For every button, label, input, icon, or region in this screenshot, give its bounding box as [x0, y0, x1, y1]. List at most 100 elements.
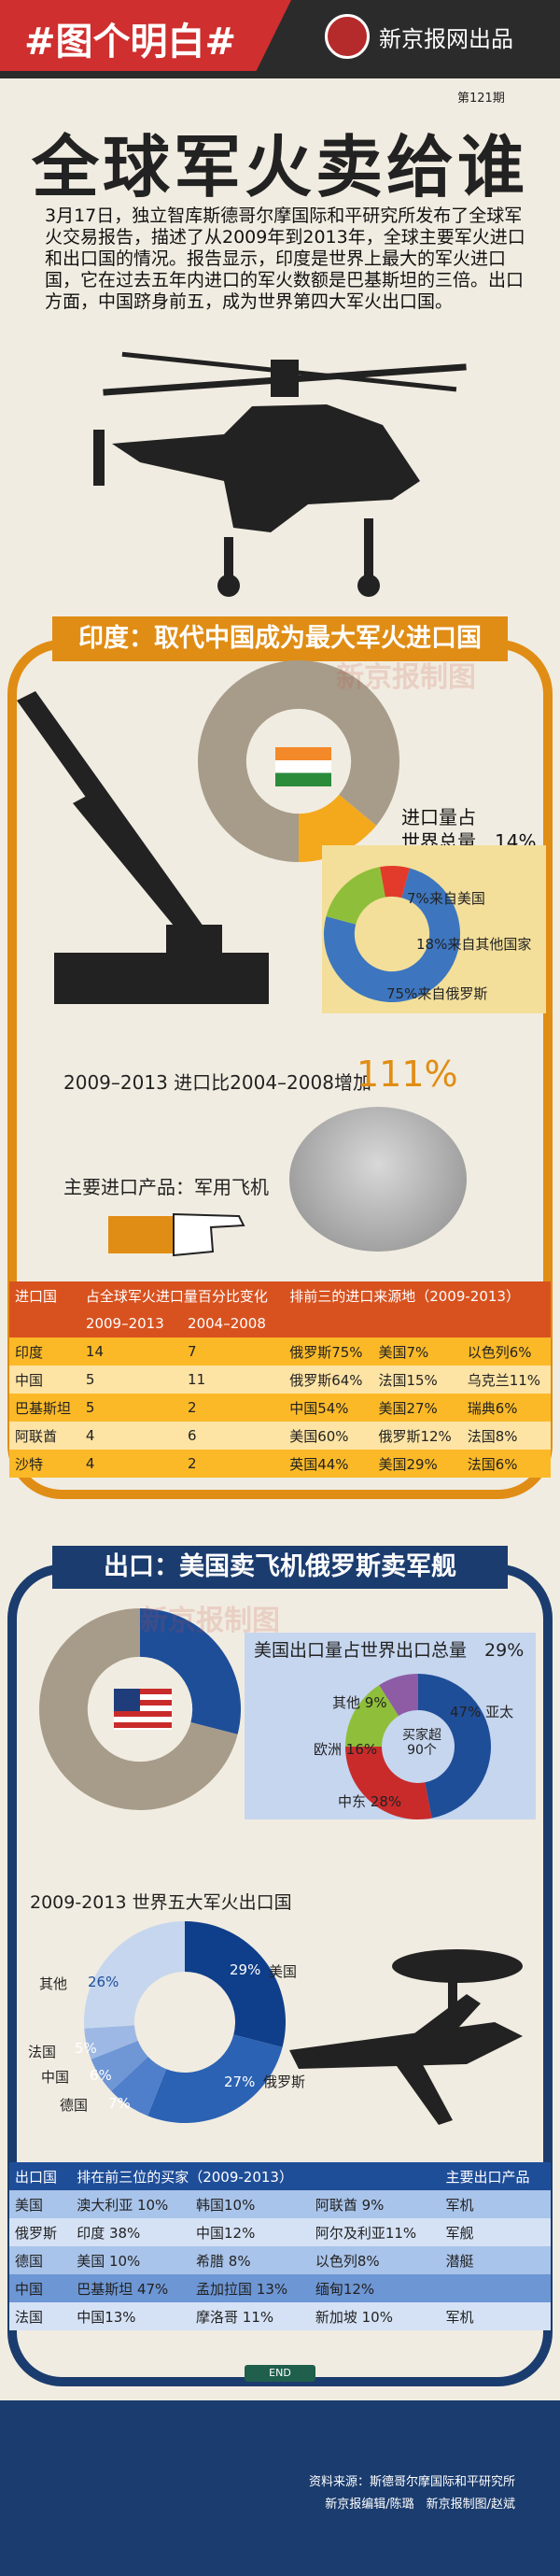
table-row: 阿联酋 4 6 美国60% 俄罗斯12% 法国8% [9, 1422, 551, 1450]
export-header-country: 出口国 [15, 2168, 58, 2186]
pie-slice-其他 [379, 1674, 418, 1717]
pie-slice-印度 [299, 794, 377, 862]
us-buyer-europe: 欧洲 16% [314, 1741, 378, 1758]
brand[interactable]: 新京报网出品 [325, 13, 513, 60]
india-source-us-label: 来自美国 [428, 890, 485, 907]
import-source-2: 美国29% [378, 1455, 438, 1473]
us-buyer-other-value: 9 [364, 1694, 374, 1711]
india-sources-donut [324, 866, 460, 1002]
exporter-france-label: 法国 [28, 2044, 57, 2060]
export-buyer-3: 以色列8% [315, 2252, 380, 2270]
us-buyer-other-label: 其他 [332, 1694, 361, 1711]
table-row: 德国 美国 10% 希腊 8% 以色列8% 潜艇 [9, 2246, 551, 2274]
pie-slice-中东 [345, 1747, 432, 1819]
import-country: 巴基斯坦 [15, 1399, 72, 1417]
pie-slice-来自美国 [380, 866, 410, 899]
export-buyer-1: 印度 38% [77, 2224, 141, 2242]
export-buyer-2: 希腊 8% [196, 2252, 251, 2270]
import-share-previous: 11 [188, 1371, 206, 1388]
import-country: 中国 [15, 1371, 44, 1389]
table-row: 印度 14 7 俄罗斯75% 美国7% 以色列6% [9, 1338, 551, 1366]
import-share-recent: 4 [85, 1427, 95, 1444]
export-product: 潜艇 [445, 2252, 474, 2270]
import-subheader-recent: 2009–2013 [85, 1315, 164, 1332]
column-tag-label: #图个明白# [24, 21, 237, 64]
export-buyer-2: 孟加拉国 13% [196, 2280, 288, 2298]
table-row: 中国 巴基斯坦 47% 孟加拉国 13% 缅甸12% [9, 2274, 551, 2302]
import-source-3: 以色列6% [467, 1343, 532, 1361]
india-source-us: 7%来自美国 [407, 890, 485, 907]
import-header-share: 占全球军火进口量百分比变化 [85, 1287, 268, 1305]
us-buyers-donut [345, 1674, 491, 1819]
us-buyer-asia-label: 亚太 [485, 1704, 514, 1720]
india-source-russia-label: 来自俄罗斯 [417, 985, 488, 1002]
pie-slice-来自其他国家 [326, 867, 385, 925]
export-table-header: 出口国 排在前三位的买家（2009-2013） 主要出口产品 [9, 2162, 551, 2190]
import-country: 沙特 [15, 1455, 44, 1473]
exporter-other-value: 26 [88, 1974, 106, 1990]
import-source-2: 美国27% [378, 1399, 438, 1417]
us-share-pie [38, 1608, 241, 1810]
exporter-russia: 27% [224, 2074, 256, 2090]
india-source-russia: 75%来自俄罗斯 [386, 985, 488, 1002]
table-row: 中国 5 11 俄罗斯64% 法国15% 乌克兰11% [9, 1366, 551, 1394]
import-share-previous: 2 [188, 1455, 197, 1472]
export-buyer-3: 新加坡 10% [315, 2308, 393, 2326]
import-source-1: 俄罗斯75% [289, 1343, 363, 1361]
us-buyer-other: 其他 9% [332, 1694, 387, 1711]
page-title: 全球军火卖给谁 [31, 128, 528, 206]
exporter-us-label: 美国 [269, 1963, 298, 1980]
exporter-germany: 7% [108, 2095, 131, 2112]
export-buyer-1: 澳大利亚 10% [77, 2196, 169, 2214]
import-source-1: 俄罗斯64% [289, 1371, 363, 1389]
import-source-1: 英国44% [289, 1455, 349, 1473]
export-country: 中国 [15, 2280, 44, 2298]
pie-slice-欧洲 [345, 1685, 399, 1747]
exporter-russia-label: 俄罗斯 [263, 2074, 306, 2090]
import-source-3: 法国8% [467, 1427, 518, 1445]
exporter-us: 29% [230, 1961, 261, 1978]
exporter-france: 5% [75, 2040, 97, 2057]
table-row: 俄罗斯 印度 38% 中国12% 阿尔及利亚11% 军舰 [9, 2218, 551, 2246]
india-source-other-label: 来自其他国家 [447, 936, 532, 953]
us-buyer-mideast: 中东 28% [338, 1793, 402, 1810]
missile-launcher-icon [17, 691, 269, 1004]
intro-text: 3月17日，独立智库斯德哥尔摩国际和平研究所发布了全球军火交易报告，描述了从20… [45, 205, 525, 312]
import-header-country: 进口国 [15, 1287, 58, 1305]
us-buyer-europe-label: 欧洲 [314, 1741, 343, 1758]
india-source-other: 18%来自其他国家 [416, 936, 532, 953]
table-row: 美国 澳大利亚 10% 韩国10% 阿联酋 9% 军机 [9, 2190, 551, 2218]
footer-source: 资料来源：斯德哥尔摩国际和平研究所 [308, 2475, 515, 2489]
pie-slice-中国 [91, 2040, 148, 2091]
export-buyer-2: 中国12% [196, 2224, 256, 2242]
india-source-other-value: 18 [416, 936, 435, 953]
exporter-china-label: 中国 [41, 2069, 70, 2086]
watermark: 新京报制图 [336, 661, 476, 694]
import-table-subheader: 2009–2013 2004–2008 [9, 1309, 551, 1338]
pie-slice-亚太 [418, 1674, 491, 1819]
brand-logo-icon [325, 14, 370, 59]
india-growth-value: 111% [357, 1054, 458, 1095]
us-share-line: 美国出口量占世界出口总量 29% [254, 1636, 524, 1662]
import-country: 印度 [15, 1343, 44, 1361]
import-header-sources: 排前三的进口来源地（2009-2013） [289, 1287, 520, 1305]
india-share-label-1: 进口量占 [401, 806, 476, 828]
export-country: 德国 [15, 2252, 44, 2270]
export-table: 出口国 排在前三位的买家（2009-2013） 主要出口产品 美国 澳大利亚 10… [9, 2162, 551, 2330]
exporter-france-value: 5 [75, 2040, 84, 2057]
import-source-3: 法国6% [467, 1455, 518, 1473]
export-heading: 出口：美国卖飞机俄罗斯卖军舰 [52, 1546, 508, 1589]
export-buyer-1: 巴基斯坦 47% [77, 2280, 169, 2298]
export-country: 美国 [15, 2196, 44, 2214]
fighter-jet-photo [289, 1107, 467, 1252]
table-row: 法国 中国13% 摩洛哥 11% 新加坡 10% 军机 [9, 2302, 551, 2330]
import-source-1: 美国60% [289, 1427, 349, 1445]
footer-credit: 新京报编辑/陈璐 新京报制图/赵斌 [325, 2498, 515, 2512]
pie-slice-其他 [38, 1608, 238, 1810]
us-share-label: 美国出口量占世界出口总量 [254, 1640, 468, 1661]
import-share-recent: 4 [85, 1455, 95, 1472]
import-table: 进口国 占全球军火进口量百分比变化 排前三的进口来源地（2009-2013） 2… [9, 1281, 551, 1478]
us-buyer-asia-value: 47 [450, 1704, 469, 1720]
exporter-germany-label: 德国 [60, 2097, 89, 2114]
pie-slice-其他 [198, 660, 399, 862]
